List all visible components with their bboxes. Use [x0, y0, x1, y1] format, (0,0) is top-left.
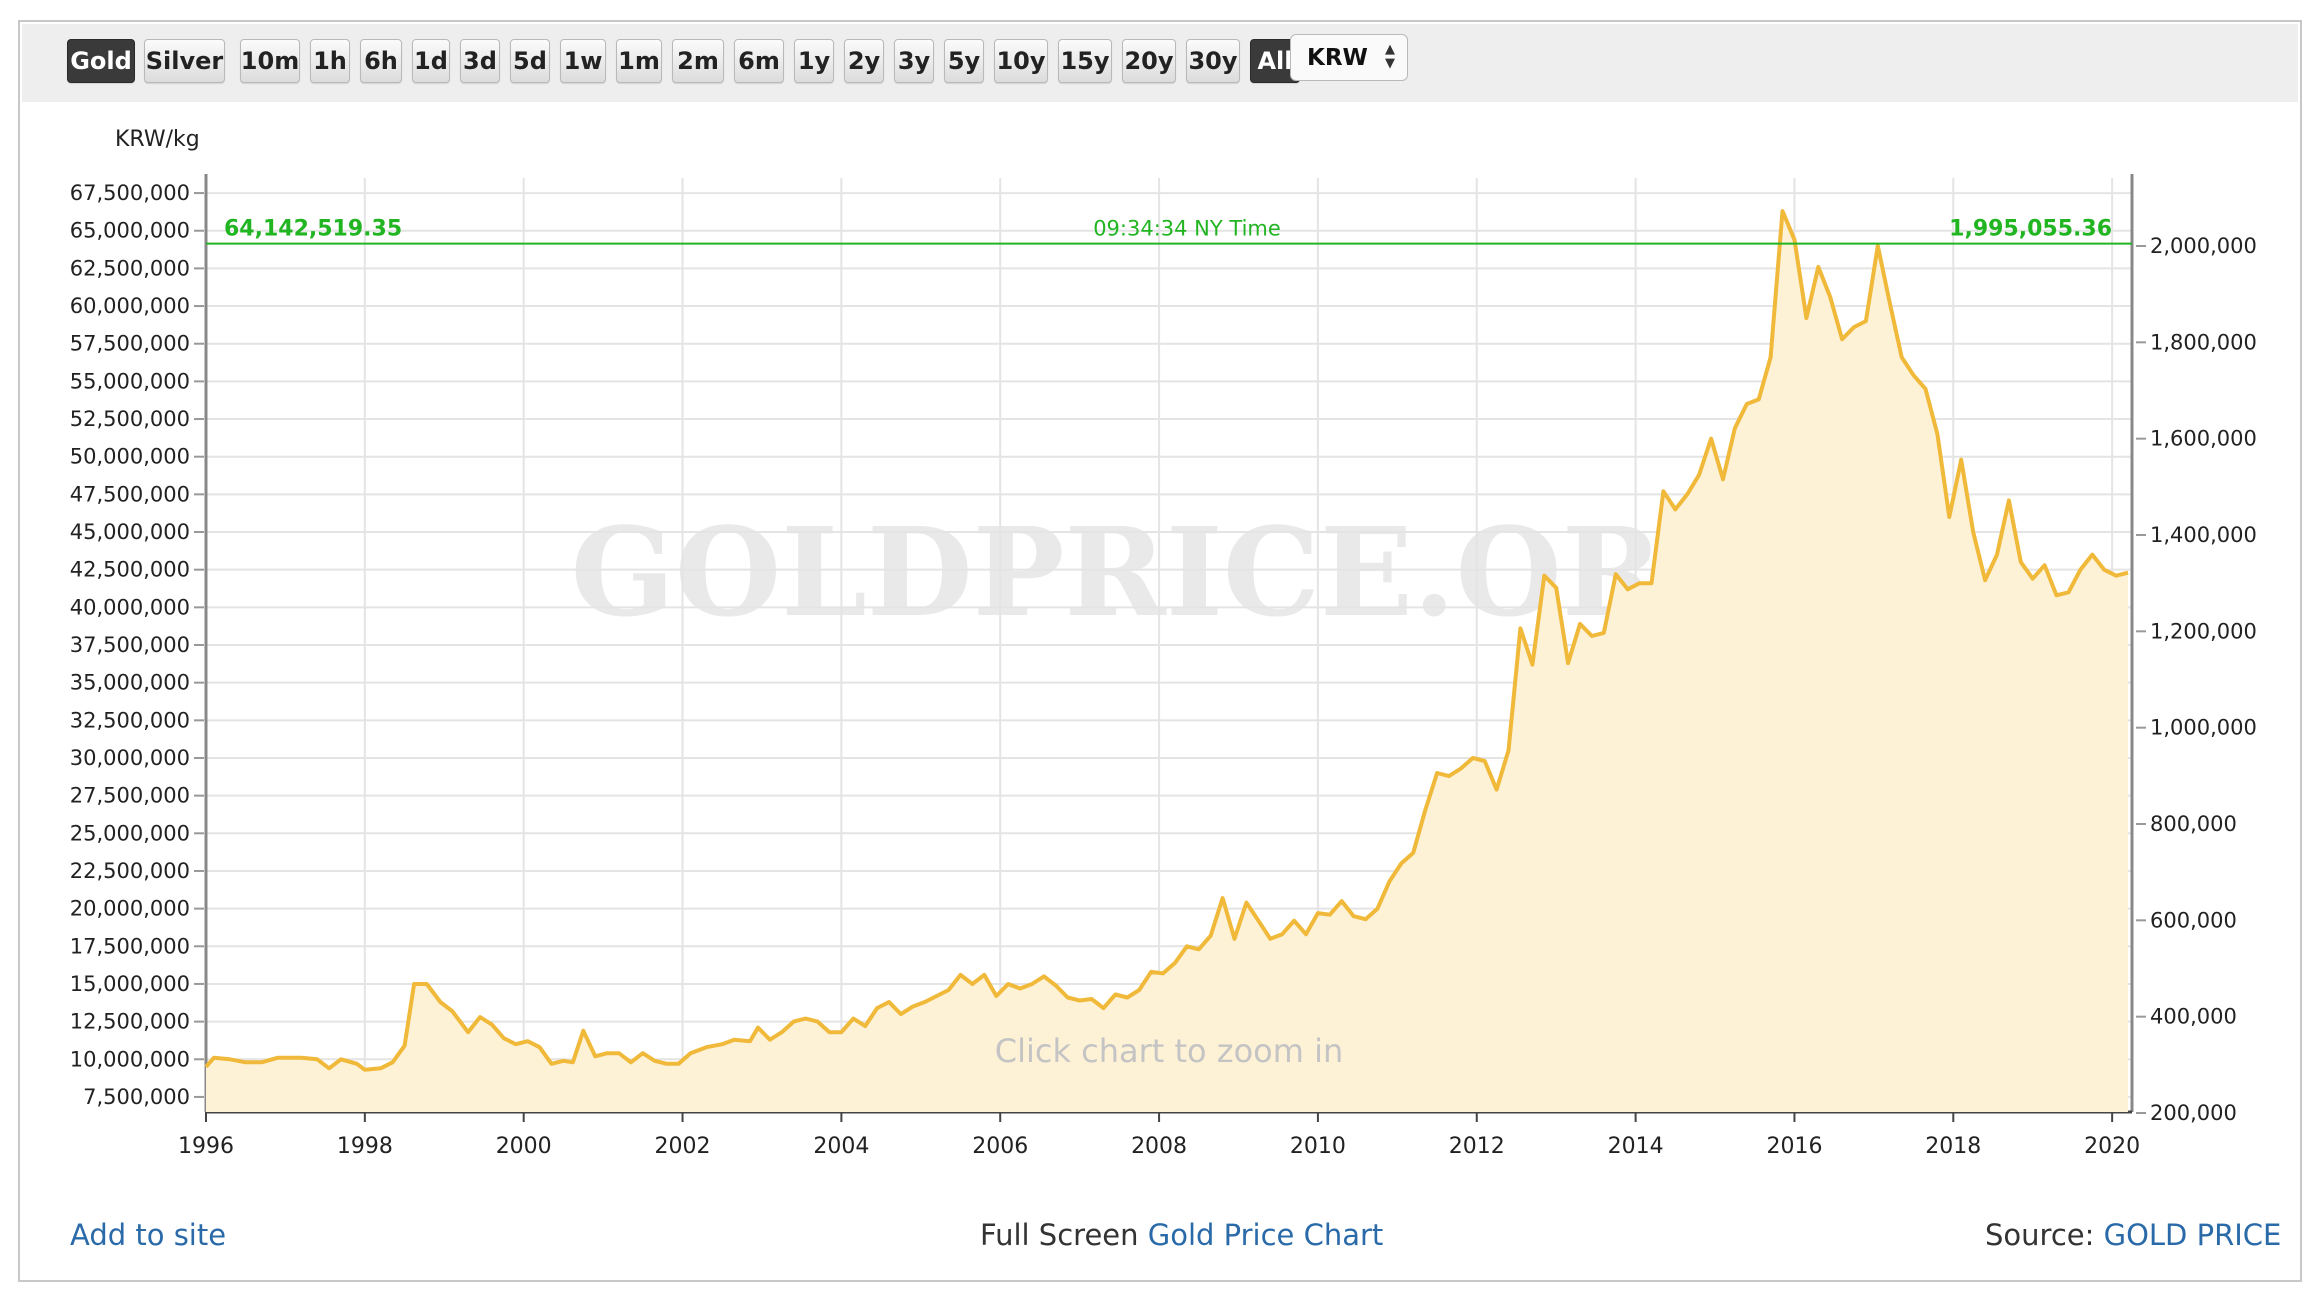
y2-tick-label: 1,600,000	[2150, 427, 2257, 451]
range-button-1y[interactable]: 1y	[794, 39, 834, 83]
x-tick-label: 2010	[1290, 1134, 1346, 1159]
toolbar: Gold Silver 10m 1h 6h 1d 3d 5d 1w 1m 2m 6m 1y 2y 3y 5y 1…	[22, 24, 2298, 102]
y-tick-label: 35,000,000	[70, 671, 190, 695]
range-button-10m[interactable]: 10m	[240, 39, 300, 83]
y-axis-title: KRW/kg	[115, 127, 200, 152]
y-tick-label: 55,000,000	[70, 369, 190, 393]
y2-tick-label: 2,000,000	[2150, 234, 2257, 258]
y-tick-label: 42,500,000	[70, 558, 190, 582]
currency-select-value: KRW	[1307, 44, 1368, 71]
range-button-6h[interactable]: 6h	[360, 39, 402, 83]
y2-tick-label: 200,000	[2150, 1101, 2237, 1125]
x-tick-label: 2000	[496, 1134, 552, 1159]
y-tick-label: 37,500,000	[70, 633, 190, 657]
x-tick-label: 1996	[178, 1134, 234, 1159]
add-to-site-link[interactable]: Add to site	[70, 1218, 227, 1252]
y-tick-label: 47,500,000	[70, 482, 190, 506]
range-button-5d[interactable]: 5d	[510, 39, 550, 83]
price-line	[204, 209, 2129, 1072]
y2-tick-label: 600,000	[2150, 908, 2237, 932]
y-tick-label: 62,500,000	[70, 256, 190, 280]
range-button-6m[interactable]: 6m	[734, 39, 784, 83]
y-tick-label: 20,000,000	[70, 897, 190, 921]
range-button-5y[interactable]: 5y	[944, 39, 984, 83]
y-tick-label: 15,000,000	[70, 972, 190, 996]
y-tick-label: 17,500,000	[70, 934, 190, 958]
range-button-1m[interactable]: 1m	[616, 39, 662, 83]
y-tick-label: 25,000,000	[70, 821, 190, 845]
x-tick-label: 2014	[1608, 1134, 1664, 1159]
y2-tick-label: 1,400,000	[2150, 523, 2257, 547]
y-tick-label: 45,000,000	[70, 520, 190, 544]
x-tick-label: 2006	[972, 1134, 1028, 1159]
select-arrows-icon: ▲ ▼	[1385, 42, 1395, 71]
footer-fullscreen: Full Screen Gold Price Chart	[980, 1218, 1383, 1252]
range-button-15y[interactable]: 15y	[1058, 39, 1112, 83]
y-tick-label: 65,000,000	[70, 219, 190, 243]
y2-tick-label: 1,800,000	[2150, 330, 2257, 354]
range-button-10y[interactable]: 10y	[994, 39, 1048, 83]
price-area-fill	[206, 211, 2129, 1113]
source-prefix: Source:	[1985, 1218, 2095, 1252]
y-tick-label: 30,000,000	[70, 746, 190, 770]
footer-source: Source: GOLD PRICE	[1985, 1218, 2281, 1252]
x-tick-label: 2020	[2084, 1134, 2140, 1159]
x-tick-label: 2016	[1766, 1134, 1822, 1159]
range-button-20y[interactable]: 20y	[1122, 39, 1176, 83]
y2-tick-label: 1,000,000	[2150, 716, 2257, 740]
x-tick-label: 1998	[337, 1134, 393, 1159]
current-price-right-label: 1,995,055.36	[1949, 217, 2112, 242]
currency-select[interactable]: KRW ▲ ▼	[1290, 34, 1408, 81]
current-time-label: 09:34:34 NY Time	[1093, 217, 1281, 241]
footer-add-to-site[interactable]: Add to site	[70, 1218, 226, 1252]
metal-button-gold[interactable]: Gold	[67, 39, 135, 83]
fullscreen-prefix: Full Screen	[980, 1218, 1139, 1252]
range-button-2y[interactable]: 2y	[844, 39, 884, 83]
y-tick-label: 50,000,000	[70, 445, 190, 469]
fullscreen-chart-link[interactable]: Gold Price Chart	[1147, 1218, 1384, 1252]
x-tick-label: 2018	[1925, 1134, 1981, 1159]
zoom-hint: Click chart to zoom in	[995, 1032, 1344, 1070]
y-tick-label: 67,500,000	[70, 181, 190, 205]
y-tick-label: 22,500,000	[70, 859, 190, 883]
metal-button-silver[interactable]: Silver	[144, 39, 225, 83]
range-button-1h[interactable]: 1h	[310, 39, 350, 83]
y-tick-label: 7,500,000	[83, 1085, 190, 1109]
source-link[interactable]: GOLD PRICE	[2103, 1218, 2282, 1252]
range-button-30y[interactable]: 30y	[1186, 39, 1240, 83]
y-tick-label: 52,500,000	[70, 407, 190, 431]
x-tick-label: 2004	[813, 1134, 869, 1159]
y-tick-label: 32,500,000	[70, 708, 190, 732]
range-button-3d[interactable]: 3d	[460, 39, 500, 83]
y2-tick-label: 800,000	[2150, 812, 2237, 836]
y2-tick-label: 400,000	[2150, 1005, 2237, 1029]
y-tick-label: 27,500,000	[70, 784, 190, 808]
range-button-1w[interactable]: 1w	[560, 39, 606, 83]
x-tick-label: 2002	[655, 1134, 711, 1159]
x-tick-label: 2008	[1131, 1134, 1187, 1159]
current-price-left-label: 64,142,519.35	[224, 217, 402, 242]
y-tick-label: 57,500,000	[70, 332, 190, 356]
y-tick-label: 40,000,000	[70, 595, 190, 619]
y-tick-label: 10,000,000	[70, 1047, 190, 1071]
range-button-2m[interactable]: 2m	[672, 39, 724, 83]
y2-tick-label: 1,200,000	[2150, 619, 2257, 643]
range-button-3y[interactable]: 3y	[894, 39, 934, 83]
y-tick-label: 12,500,000	[70, 1010, 190, 1034]
watermark: GOLDPRICE.ORG	[571, 500, 1768, 644]
range-button-1d[interactable]: 1d	[412, 39, 450, 83]
x-tick-label: 2012	[1449, 1134, 1505, 1159]
y-tick-label: 60,000,000	[70, 294, 190, 318]
